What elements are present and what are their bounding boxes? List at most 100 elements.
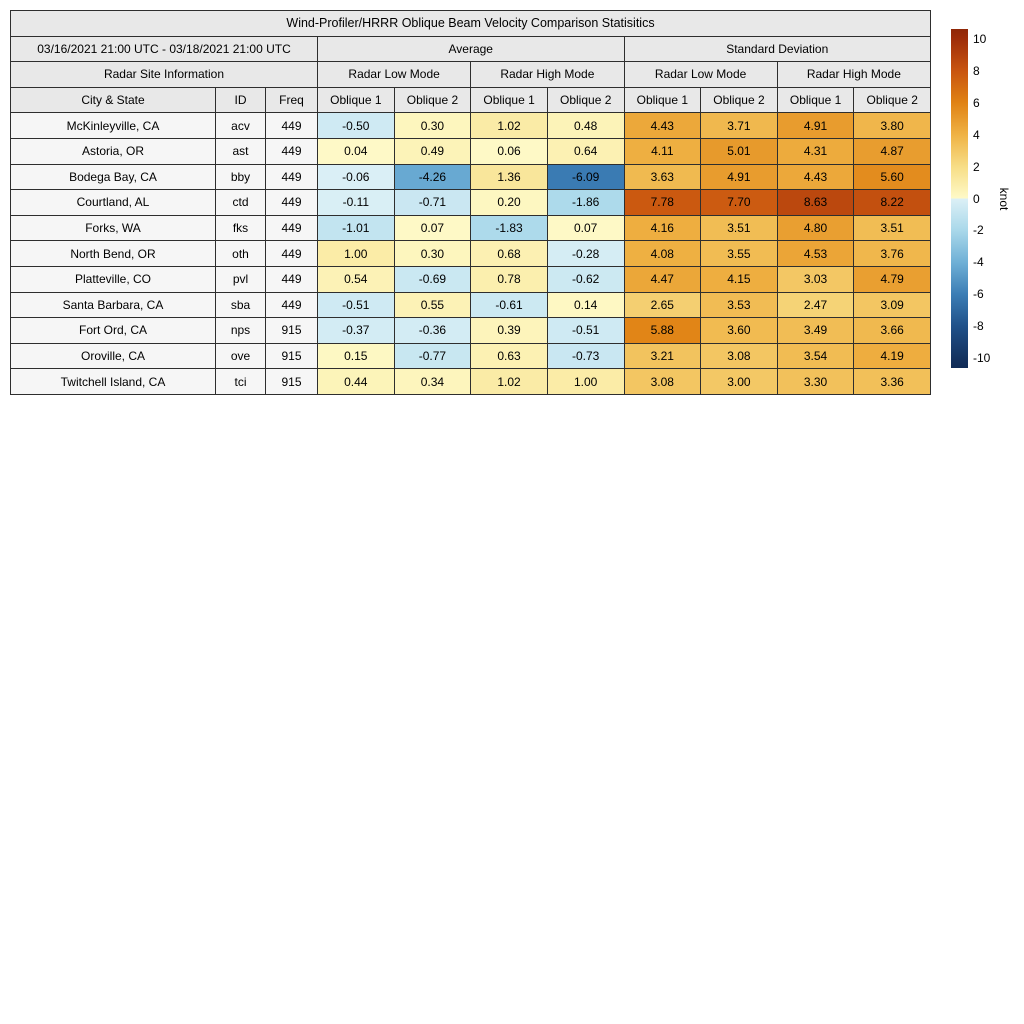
value-cell: 3.08 <box>623 368 702 395</box>
value-cell: 3.08 <box>700 342 778 370</box>
figure-title: Wind-Profiler/HRRR Oblique Beam Velocity… <box>10 10 931 37</box>
col-id: ID <box>215 86 266 114</box>
table-row: Oroville, CA ove 915 0.15 -0.77 0.63 -0.73 3.21… <box>10 342 931 370</box>
city-cell: Twitchell Island, CA <box>10 368 216 395</box>
value-cell: 3.66 <box>853 317 931 344</box>
id-cell: acv <box>215 112 266 139</box>
colorbar-tick: -2 <box>973 223 984 238</box>
col-oblique1: Oblique 1 <box>470 86 548 114</box>
value-cell: -0.71 <box>393 189 472 216</box>
value-cell: 0.20 <box>470 189 548 216</box>
value-cell: 3.30 <box>776 368 855 395</box>
title-row: Wind-Profiler/HRRR Oblique Beam Velocity… <box>10 10 931 37</box>
city-cell: Platteville, CO <box>10 265 216 293</box>
id-cell: bby <box>215 163 266 191</box>
colorbar-tick: 2 <box>973 159 980 174</box>
value-cell: -0.62 <box>546 265 625 293</box>
date-range: 03/16/2021 21:00 UTC - 03/18/2021 21:00 … <box>10 35 318 63</box>
value-cell: -1.86 <box>546 189 625 216</box>
city-cell: North Bend, OR <box>10 240 216 267</box>
value-cell: 0.15 <box>317 342 395 370</box>
colorbar-gradient <box>951 29 968 368</box>
value-cell: 1.02 <box>470 112 548 139</box>
col-oblique2: Oblique 2 <box>546 86 625 114</box>
table-row: Twitchell Island, CA tci 915 0.44 0.34 1.02 1.… <box>10 368 931 395</box>
value-cell: 0.30 <box>393 112 472 139</box>
value-cell: -1.83 <box>470 214 548 242</box>
freq-cell: 449 <box>265 112 318 139</box>
col-oblique2: Oblique 2 <box>700 86 778 114</box>
colorbar: 10 8 6 4 2 0 -2 -4 -6 -8 -10 knot <box>951 29 1024 368</box>
col-freq: Freq <box>265 86 318 114</box>
value-cell: -0.69 <box>393 265 472 293</box>
colorbar-tick: 6 <box>973 95 980 110</box>
value-cell: -0.36 <box>393 317 472 344</box>
freq-cell: 915 <box>265 317 318 344</box>
value-cell: 0.63 <box>470 342 548 370</box>
id-cell: sba <box>215 291 266 319</box>
mode-header-row: Radar Site Information Radar Low Mode Ra… <box>10 61 932 88</box>
value-cell: 3.36 <box>853 368 931 395</box>
value-cell: 1.02 <box>470 368 548 395</box>
freq-cell: 449 <box>265 240 318 267</box>
value-cell: -0.51 <box>317 291 395 319</box>
freq-cell: 449 <box>265 291 318 319</box>
city-cell: Santa Barbara, CA <box>10 291 216 319</box>
value-cell: 3.60 <box>700 317 778 344</box>
id-cell: pvl <box>215 265 266 293</box>
id-cell: tci <box>215 368 266 395</box>
value-cell: 4.91 <box>776 112 855 139</box>
value-cell: -0.37 <box>317 317 395 344</box>
colorbar-tick: 8 <box>973 63 980 78</box>
value-cell: 3.63 <box>623 163 702 191</box>
value-cell: 7.70 <box>700 189 778 216</box>
freq-cell: 449 <box>265 137 318 165</box>
value-cell: 5.88 <box>623 317 702 344</box>
value-cell: 0.54 <box>317 265 395 293</box>
value-cell: 4.80 <box>776 214 855 242</box>
freq-cell: 449 <box>265 214 318 242</box>
colorbar-tick: -4 <box>973 255 984 270</box>
value-cell: 0.39 <box>470 317 548 344</box>
value-cell: 3.54 <box>776 342 855 370</box>
colorbar-tick: -6 <box>973 287 984 302</box>
table-row: Fort Ord, CA nps 915 -0.37 -0.36 0.39 -0.51 5.8… <box>10 317 931 344</box>
value-cell: 4.91 <box>700 163 778 191</box>
value-cell: 3.51 <box>853 214 931 242</box>
value-cell: 0.44 <box>317 368 395 395</box>
city-cell: Fort Ord, CA <box>10 317 216 344</box>
id-cell: nps <box>215 317 266 344</box>
freq-cell: 449 <box>265 189 318 216</box>
value-cell: 3.76 <box>853 240 931 267</box>
value-cell: 3.03 <box>776 265 855 293</box>
value-cell: -1.01 <box>317 214 395 242</box>
std-low-mode-header: Radar Low Mode <box>623 61 778 88</box>
freq-cell: 915 <box>265 368 318 395</box>
value-cell: 4.43 <box>623 112 702 139</box>
value-cell: 3.51 <box>700 214 778 242</box>
value-cell: 0.04 <box>317 137 395 165</box>
value-cell: 0.06 <box>470 137 548 165</box>
col-oblique1: Oblique 1 <box>776 86 855 114</box>
value-cell: 4.43 <box>776 163 855 191</box>
value-cell: 1.36 <box>470 163 548 191</box>
value-cell: 4.79 <box>853 265 931 293</box>
value-cell: 0.78 <box>470 265 548 293</box>
table-row: Courtland, AL ctd 449 -0.11 -0.71 0.20 -1.86 7.… <box>10 189 931 216</box>
freq-cell: 915 <box>265 342 318 370</box>
colorbar-ticks: 10 8 6 4 2 0 -2 -4 -6 -8 -10 <box>951 29 1024 368</box>
group-header-row: 03/16/2021 21:00 UTC - 03/18/2021 21:00 … <box>10 35 931 63</box>
col-oblique2: Oblique 2 <box>853 86 931 114</box>
value-cell: 5.60 <box>853 163 931 191</box>
value-cell: 8.63 <box>776 189 855 216</box>
table-row: Platteville, CO pvl 449 0.54 -0.69 0.78 -0.62 4… <box>10 265 931 293</box>
column-header-row: City & State ID Freq Oblique 1 Oblique 2… <box>10 86 931 114</box>
value-cell: -6.09 <box>546 163 625 191</box>
value-cell: 0.48 <box>546 112 625 139</box>
value-cell: -0.77 <box>393 342 472 370</box>
value-cell: 4.47 <box>623 265 702 293</box>
avg-low-mode-header: Radar Low Mode <box>316 61 472 88</box>
city-cell: Astoria, OR <box>10 137 216 165</box>
city-cell: Bodega Bay, CA <box>10 163 216 191</box>
value-cell: 0.49 <box>393 137 472 165</box>
